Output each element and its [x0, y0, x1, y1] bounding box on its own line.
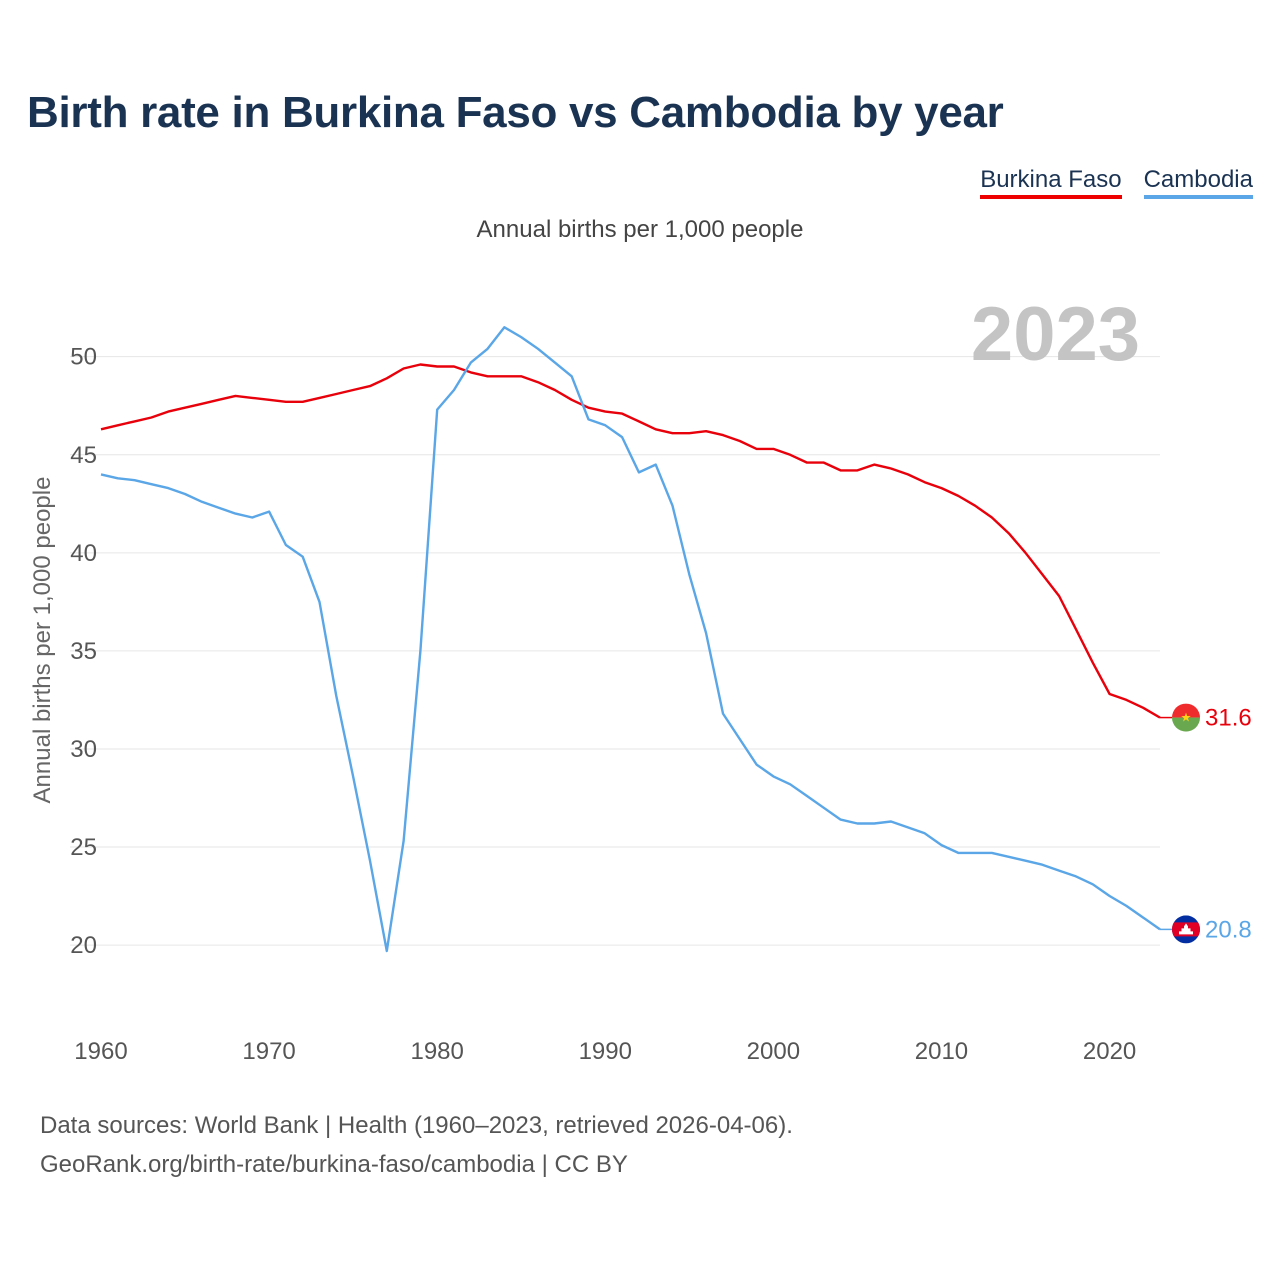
chart-title: Birth rate in Burkina Faso vs Cambodia b…: [27, 88, 1004, 137]
x-tick-label: 2010: [915, 1038, 968, 1065]
source-note: Data sources: World Bank | Health (1960–…: [40, 1106, 793, 1184]
source-line: Data sources: World Bank | Health (1960–…: [40, 1112, 793, 1139]
x-tick-label: 1970: [242, 1038, 295, 1065]
x-tick-label: 2020: [1083, 1038, 1136, 1065]
year-label: 2023: [971, 292, 1140, 377]
y-tick-label: 25: [70, 834, 97, 861]
y-tick-label: 50: [70, 344, 97, 371]
x-axis-ticks: 1960 1970 1980 1990 2000 2010 2020: [74, 1038, 1136, 1065]
y-tick-label: 20: [70, 932, 97, 959]
cambodia-flag-icon: [1172, 915, 1200, 944]
end-value-cambodia: 20.8: [1205, 916, 1252, 943]
burkina-faso-flag-icon: [1172, 703, 1200, 732]
y-axis-ticks: 20 25 30 35 40 45 50: [70, 344, 97, 959]
x-tick-label: 1990: [579, 1038, 632, 1065]
y-tick-label: 30: [70, 736, 97, 763]
x-tick-label: 2000: [747, 1038, 800, 1065]
legend-item-burkina-faso[interactable]: Burkina Faso: [980, 166, 1122, 199]
y-tick-label: 35: [70, 638, 97, 665]
series-lines: [100, 326, 1172, 953]
legend-item-cambodia[interactable]: Cambodia: [1143, 166, 1253, 199]
y-tick-label: 45: [70, 442, 97, 469]
y-axis-label: Annual births per 1,000 people: [29, 477, 56, 804]
source-link[interactable]: GeoRank.org/birth-rate/burkina-faso/camb…: [40, 1151, 628, 1178]
gridlines: [70, 356, 1160, 946]
legend: Burkina Faso Cambodia: [980, 166, 1253, 199]
series-line-burkina-faso: [100, 363, 1161, 719]
x-tick-label: 1960: [74, 1038, 127, 1065]
x-tick-label: 1980: [410, 1038, 463, 1065]
end-value-burkina-faso: 31.6: [1205, 705, 1252, 732]
chart-subtitle: Annual births per 1,000 people: [476, 216, 804, 243]
series-line-cambodia: [100, 326, 1161, 953]
y-tick-label: 40: [70, 540, 97, 567]
